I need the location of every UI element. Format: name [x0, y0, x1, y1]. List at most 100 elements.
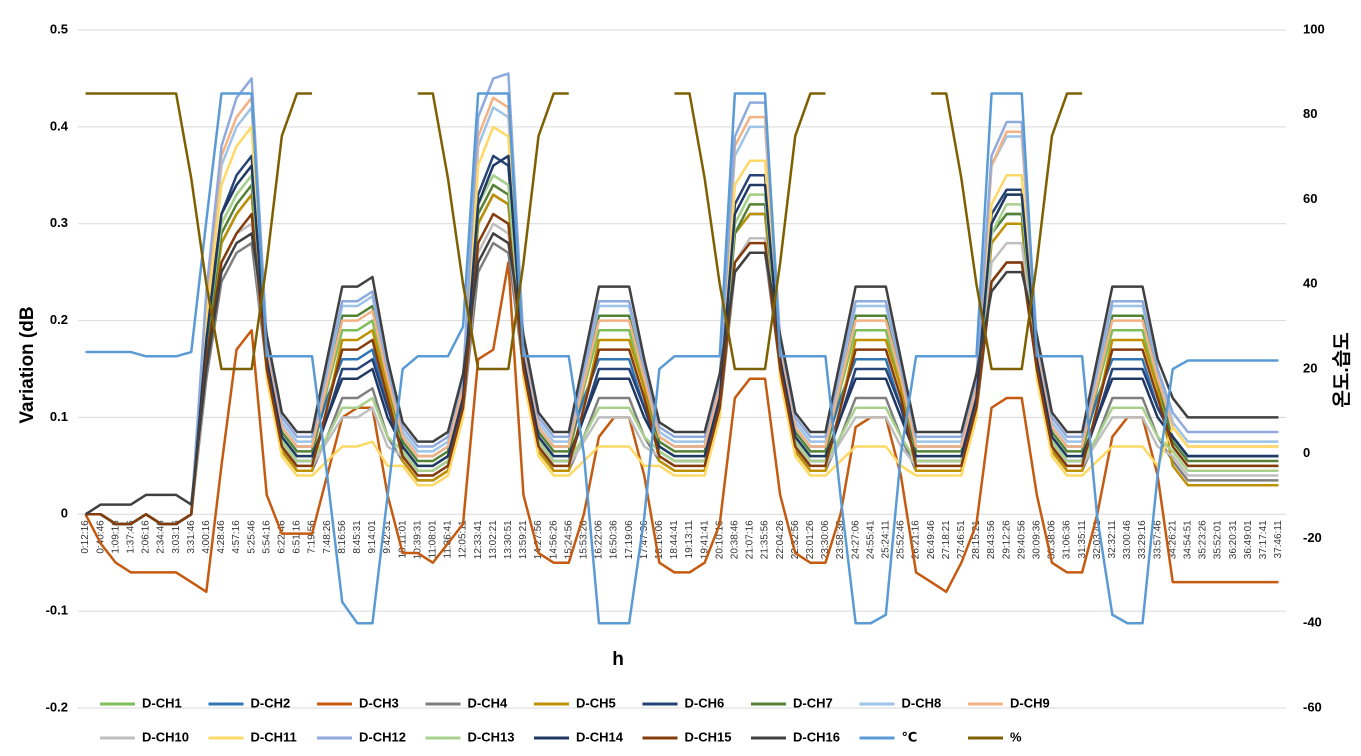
x-tick-label: 23:58:36 [835, 520, 846, 559]
legend-label: D-CH7 [793, 695, 833, 710]
x-tick-label: 26:21:16 [911, 520, 922, 559]
y-tick-label: 0.5 [50, 21, 68, 36]
x-tick-label: 24:55:41 [865, 520, 876, 559]
x-tick-label: 21:35:56 [760, 520, 771, 559]
x-tick-label: 27:46:51 [956, 520, 967, 559]
legend-label: D-CH13 [468, 729, 515, 744]
x-tick-label: 30:09:36 [1031, 520, 1042, 559]
x-tick-label: 24:27:06 [850, 520, 861, 559]
legend-label: D-CH6 [685, 695, 725, 710]
x-tick-label: 37:17:41 [1258, 520, 1269, 559]
x-tick-label: 9:14:01 [367, 520, 378, 554]
series-line [85, 183, 1279, 526]
y2-tick-label: 40 [1303, 276, 1317, 291]
legend-label: ℃ [902, 729, 918, 744]
x-tick-label: 15:24:56 [563, 520, 574, 559]
series-line [85, 92, 1279, 625]
x-tick-label: 31:06:36 [1062, 520, 1073, 559]
legend-label: D-CH15 [685, 729, 732, 744]
x-tick-label: 11:36:41 [443, 520, 454, 559]
x-tick-label: 16:50:36 [609, 520, 620, 559]
x-tick-label: 21:07:16 [745, 520, 756, 559]
legend-label: D-CH4 [468, 695, 508, 710]
x-tick-label: 1:09:16 [110, 520, 121, 554]
y-tick-label: 0 [61, 506, 68, 521]
x-tick-label: 20:38:46 [729, 520, 740, 559]
x-tick-label: 34:54:51 [1182, 520, 1193, 559]
series-line [85, 125, 1279, 526]
x-tick-label: 11:08:01 [427, 520, 438, 559]
x-tick-label: 1:37:46 [125, 520, 136, 554]
x-tick-label: 8:16:56 [337, 520, 348, 554]
legend-label: D-CH9 [1010, 695, 1050, 710]
x-tick-label: 4:28:46 [216, 520, 227, 554]
x-tick-label: 12:05:11 [458, 520, 469, 559]
x-tick-label: 28:15:21 [971, 520, 982, 559]
x-tick-label: 3:31:46 [186, 520, 197, 554]
x-tick-label: 22:04:26 [775, 520, 786, 559]
y-tick-label: 0.3 [50, 215, 68, 230]
x-tick-label: 29:40:56 [1016, 520, 1027, 559]
x-tick-label: 5:25:46 [246, 520, 257, 554]
x-tick-label: 15:53:26 [578, 520, 589, 559]
legend-label: % [1010, 729, 1022, 744]
x-tick-label: 23:30:06 [820, 520, 831, 559]
y2-tick-label: -40 [1303, 615, 1322, 630]
series-line [85, 106, 1279, 526]
legend-label: D-CH16 [793, 729, 840, 744]
x-tick-label: 35:23:26 [1198, 520, 1209, 559]
x-tick-label: 19:41:41 [699, 520, 710, 559]
x-tick-label: 0:12:16 [80, 520, 91, 554]
y2-tick-label: 20 [1303, 360, 1317, 375]
x-tick-label: 25:24:11 [880, 520, 891, 559]
y-tick-label: 0.1 [50, 409, 68, 424]
x-tick-label: 25:52:46 [896, 520, 907, 559]
series-line [84, 232, 1279, 516]
series-line [85, 174, 1279, 526]
series-line [85, 212, 1279, 526]
x-tick-label: 18:44:41 [669, 520, 680, 559]
x-axis-title: h [612, 649, 624, 670]
legend-label: D-CH2 [251, 695, 291, 710]
x-tick-label: 6:22:46 [276, 520, 287, 554]
y2-tick-label: -60 [1303, 699, 1322, 714]
x-tick-label: 36:20:31 [1228, 520, 1239, 559]
y-tick-label: 0.2 [50, 312, 68, 327]
series-line [85, 92, 1083, 371]
series-line [85, 154, 1279, 526]
legend-label: D-CH10 [142, 729, 189, 744]
x-tick-label: 2:34:46 [156, 520, 167, 554]
y2-tick-label: 60 [1303, 191, 1317, 206]
x-tick-label: 13:02:21 [488, 520, 499, 559]
x-tick-label: 31:35:11 [1077, 520, 1088, 559]
y2-tick-label: -20 [1303, 530, 1322, 545]
legend-label: D-CH12 [359, 729, 406, 744]
x-tick-label: 10:39:31 [412, 520, 423, 559]
x-tick-label: 12:33:41 [473, 520, 484, 559]
legend-label: D-CH5 [576, 695, 616, 710]
x-tick-label: 4:00:16 [201, 520, 212, 554]
y2-tick-label: 100 [1303, 21, 1325, 36]
x-tick-label: 14:27:56 [533, 520, 544, 559]
x-tick-label: 7:19:56 [307, 520, 318, 554]
x-tick-label: 28:43:56 [986, 520, 997, 559]
x-tick-label: 32:32:11 [1107, 520, 1118, 559]
x-tick-label: 17:19:06 [624, 520, 635, 559]
x-tick-label: 17:47:36 [639, 520, 650, 559]
legend-label: D-CH8 [902, 695, 942, 710]
x-tick-label: 36:49:01 [1243, 520, 1254, 559]
y2-tick-label: 80 [1303, 106, 1317, 121]
x-tick-label: 5:54:16 [261, 520, 272, 554]
y-tick-label: 0.4 [50, 118, 69, 133]
x-tick-label: 26:49:46 [926, 520, 937, 559]
series-line [85, 96, 1279, 526]
legend-label: D-CH1 [142, 695, 182, 710]
legend-label: D-CH14 [576, 729, 624, 744]
x-tick-label: 23:01:26 [805, 520, 816, 559]
series-line [85, 193, 1279, 526]
y-tick-label: -0.1 [46, 603, 68, 618]
x-tick-label: 3:03:16 [171, 520, 182, 554]
y2-axis-title: 온도.습도 [1331, 332, 1353, 407]
series-line [84, 261, 1279, 594]
